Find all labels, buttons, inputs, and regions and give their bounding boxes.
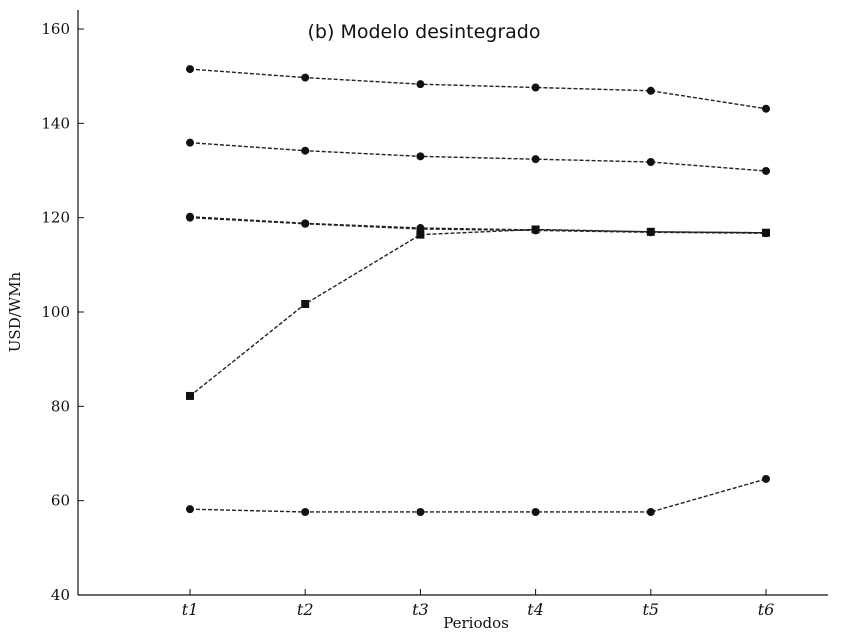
data-point	[416, 80, 425, 89]
data-point-square	[646, 227, 655, 236]
data-point	[762, 166, 770, 175]
series-line	[189, 216, 767, 234]
data-point	[301, 219, 310, 228]
x-axis-ticks: t1 t2 t3 t4 t5 t6	[182, 589, 775, 619]
y-tick-label: 100	[41, 303, 70, 321]
y-axis-ticks: 40 60 80 100 120 140 160	[41, 20, 84, 604]
data-point-square	[301, 299, 310, 308]
x-tick-label: t2	[297, 600, 314, 619]
series-5	[186, 225, 770, 400]
data-point-square	[762, 228, 770, 237]
y-tick-label: 120	[41, 209, 70, 227]
series-1	[186, 65, 770, 113]
data-point-square	[416, 230, 425, 239]
data-point	[762, 474, 770, 483]
data-point	[301, 73, 310, 82]
x-tick-label: t4	[527, 600, 544, 619]
data-point	[301, 146, 310, 155]
data-point-square	[186, 391, 194, 400]
series-line	[189, 68, 767, 110]
y-tick-label: 80	[51, 397, 70, 415]
x-axis-title: Periodos	[443, 614, 509, 632]
x-tick-label: t5	[642, 600, 659, 619]
x-tick-label: t3	[412, 600, 429, 619]
data-point	[531, 83, 540, 92]
series-line	[189, 141, 767, 172]
y-tick-label: 160	[41, 20, 70, 38]
data-point	[301, 507, 310, 516]
data-point	[186, 138, 194, 147]
series-layer	[186, 65, 770, 516]
data-point	[416, 152, 425, 161]
series-2	[186, 138, 770, 175]
chart-title: (b) Modelo desintegrado	[308, 21, 541, 43]
data-point	[186, 505, 194, 514]
series-line	[189, 478, 767, 513]
data-point	[531, 507, 540, 516]
data-point	[646, 86, 655, 95]
x-tick-label: t1	[182, 600, 199, 619]
y-axis-title: USD/WMh	[6, 271, 24, 352]
data-point	[416, 507, 425, 516]
data-point	[646, 158, 655, 167]
y-tick-label: 60	[51, 492, 70, 510]
y-tick-label: 140	[41, 114, 70, 132]
data-point-square	[531, 225, 540, 234]
series-6	[186, 474, 770, 516]
data-point	[646, 507, 655, 516]
data-point	[762, 104, 770, 113]
series-line	[189, 228, 767, 397]
data-point	[531, 155, 540, 164]
data-point	[186, 213, 194, 222]
data-point	[186, 65, 194, 74]
x-tick-label: t6	[758, 600, 775, 619]
y-tick-label: 40	[51, 586, 70, 604]
series-4	[186, 213, 770, 238]
